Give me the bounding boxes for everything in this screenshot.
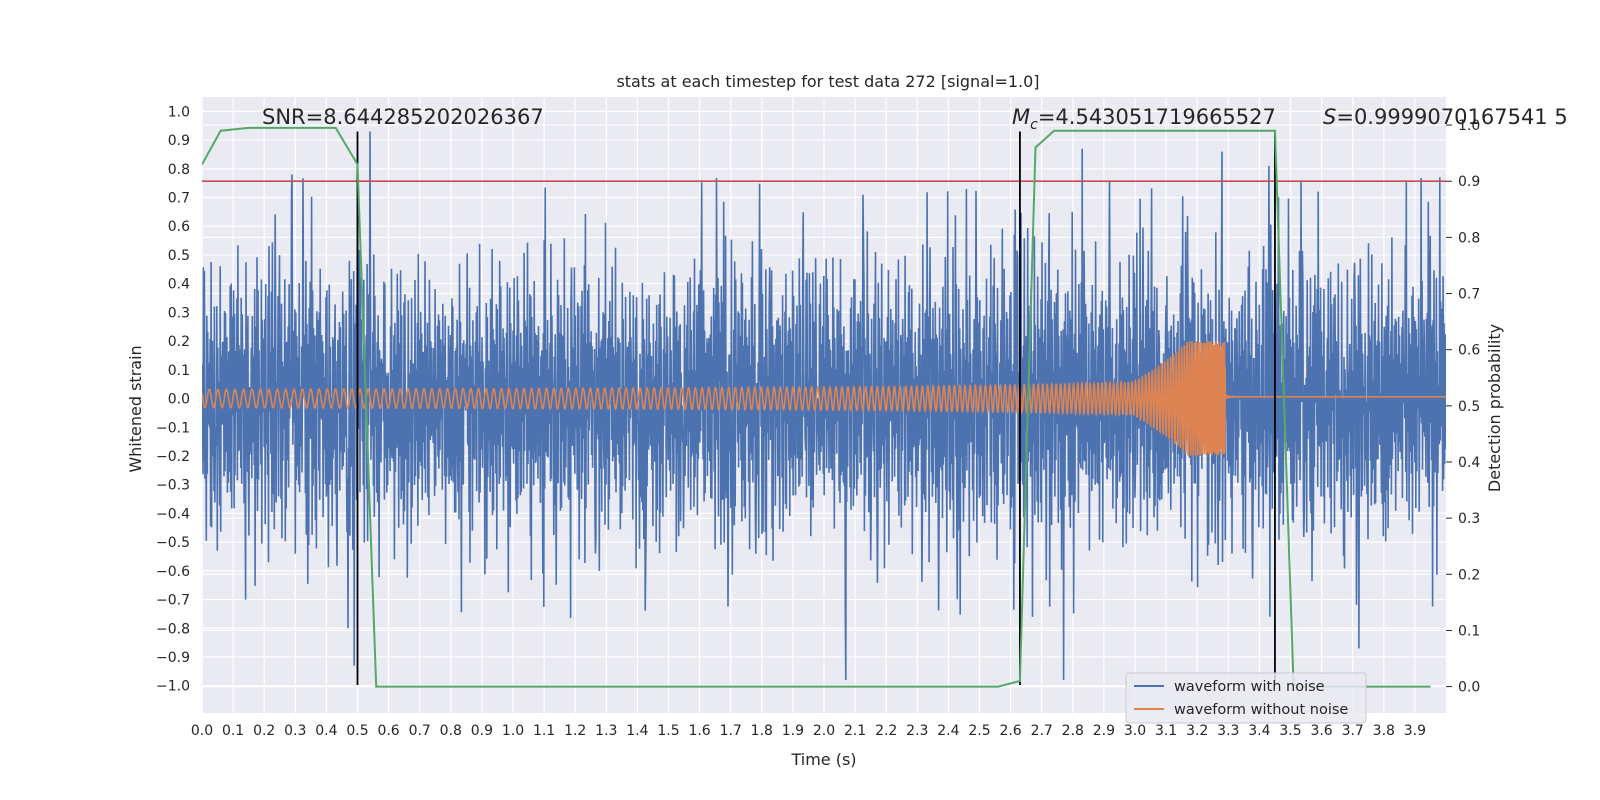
- y2-tick-label: 0.9: [1458, 174, 1480, 190]
- x-tick-label: 1.5: [657, 723, 679, 739]
- x-tick-label: 0.5: [346, 723, 368, 739]
- x-axis-ticks: 0.0 0.1 0.2 0.3 0.4 0.5 0.6 0.7 0.8 0.9 1.0 1.1 1.2 1…: [191, 723, 1426, 739]
- y-tick-label: 1.0: [168, 104, 190, 120]
- series-detection-probability: [202, 126, 1431, 688]
- x-tick-label: 1.7: [720, 723, 742, 739]
- y-tick-label: −0.2: [156, 449, 190, 465]
- x-tick-label: 2.8: [1062, 723, 1084, 739]
- series-waveform-without-noise: [202, 341, 1446, 456]
- x-tick-label: 1.9: [782, 723, 804, 739]
- y2-tick-label: 0.3: [1458, 511, 1480, 527]
- x-tick-label: 3.4: [1248, 723, 1270, 739]
- x-tick-label: 1.4: [626, 723, 648, 739]
- y-tick-label: −0.9: [156, 650, 190, 666]
- y2-tick-label: 0.0: [1458, 680, 1480, 696]
- x-tick-label: 1.3: [595, 723, 617, 739]
- y2-tick-label: 0.7: [1458, 287, 1480, 303]
- x-tick-label: 1.0: [502, 723, 524, 739]
- y2-axis-label: Detection probability: [1485, 324, 1504, 492]
- x-tick-label: 2.6: [999, 723, 1021, 739]
- x-tick-label: 3.0: [1124, 723, 1146, 739]
- chirp-mass-symbol: M: [1012, 105, 1030, 129]
- x-tick-label: 0.4: [315, 723, 337, 739]
- x-tick-label: 0.8: [440, 723, 462, 739]
- y-tick-label: −1.0: [156, 679, 190, 695]
- x-tick-label: 1.8: [751, 723, 773, 739]
- y-tick-label: 0.8: [168, 162, 190, 178]
- y-tick-label: −0.5: [156, 535, 190, 551]
- y2-tick-label: 1.0: [1458, 118, 1480, 134]
- x-tick-label: 3.1: [1155, 723, 1177, 739]
- legend-box: [1125, 672, 1367, 724]
- legend-label-waveform-with-noise: waveform with noise: [1174, 679, 1325, 695]
- vertical-markers: [356, 131, 1276, 685]
- chirp-mass-subscript: c: [1030, 117, 1038, 133]
- x-tick-label: 2.9: [1093, 723, 1115, 739]
- chirp-mass-annotation: Mc=4.543051719665527: [1012, 105, 1276, 133]
- x-tick-label: 1.6: [688, 723, 710, 739]
- y-tick-label: 0.1: [168, 363, 190, 379]
- x-tick-label: 0.0: [191, 723, 213, 739]
- y-tick-label: −0.7: [156, 593, 190, 609]
- x-tick-label: 3.8: [1373, 723, 1395, 739]
- x-tick-label: 0.2: [253, 723, 275, 739]
- x-tick-label: 1.1: [533, 723, 555, 739]
- y-tick-label: −0.8: [156, 621, 190, 637]
- y-tick-label: 0.3: [168, 305, 190, 321]
- s-symbol: S: [1323, 105, 1336, 129]
- x-tick-label: 0.3: [284, 723, 306, 739]
- y2-tick-label: 0.5: [1458, 399, 1480, 415]
- x-tick-label: 2.0: [813, 723, 835, 739]
- y-tick-label: 0.9: [168, 133, 190, 149]
- x-tick-label: 3.2: [1186, 723, 1208, 739]
- x-tick-label: 2.5: [968, 723, 990, 739]
- x-tick-label: 3.3: [1217, 723, 1239, 739]
- x-tick-label: 2.3: [906, 723, 928, 739]
- y2-tick-label: 0.1: [1458, 623, 1480, 639]
- y-tick-label: 0.2: [168, 334, 190, 350]
- legend: waveform with noise waveform without noi…: [1125, 672, 1367, 724]
- y-tick-label: −0.1: [156, 420, 190, 436]
- chirp-mass-value: =4.543051719665527: [1038, 105, 1276, 129]
- series-layer: [202, 126, 1446, 688]
- y2-tick-label: 0.2: [1458, 567, 1480, 583]
- y2-tick-label: 0.8: [1458, 230, 1480, 246]
- x-tick-label: 0.9: [471, 723, 493, 739]
- s-annotation: S=0.9999070167541 5: [1323, 105, 1568, 129]
- x-tick-label: 3.5: [1279, 723, 1301, 739]
- y-tick-label: −0.6: [156, 564, 190, 580]
- y-axis-label: Whitened strain: [126, 345, 145, 472]
- chart-title: stats at each timestep for test data 272…: [616, 72, 1039, 91]
- x-tick-label: 1.2: [564, 723, 586, 739]
- x-tick-label: 0.6: [377, 723, 399, 739]
- y-tick-label: −0.4: [156, 506, 190, 522]
- x-tick-label: 2.4: [937, 723, 959, 739]
- x-tick-label: 3.7: [1342, 723, 1364, 739]
- snr-annotation: SNR=8.644285202026367: [262, 105, 544, 129]
- y2-axis-ticks: 1.0 0.9 0.8 0.7 0.6 0.5 0.4 0.3 0.2 0.1 0.0: [1446, 118, 1480, 696]
- y-tick-label: 0.7: [168, 191, 190, 207]
- y2-tick-label: 0.6: [1458, 343, 1480, 359]
- y-tick-label: 0.6: [168, 219, 190, 235]
- y2-tick-label: 0.4: [1458, 455, 1480, 471]
- y-tick-label: 0.0: [168, 392, 190, 408]
- series-waveform-with-noise: [202, 131, 1446, 681]
- x-tick-label: 3.9: [1404, 723, 1426, 739]
- x-tick-label: 0.7: [409, 723, 431, 739]
- x-tick-label: 2.2: [875, 723, 897, 739]
- legend-label-waveform-without-noise: waveform without noise: [1174, 702, 1348, 718]
- x-axis-label: Time (s): [790, 750, 856, 769]
- x-tick-label: 3.6: [1310, 723, 1332, 739]
- x-tick-label: 0.1: [222, 723, 244, 739]
- x-tick-label: 2.7: [1031, 723, 1053, 739]
- s-value: =0.9999070167541 5: [1336, 105, 1567, 129]
- y-tick-label: 0.4: [168, 277, 190, 293]
- y-tick-label: 0.5: [168, 248, 190, 264]
- y-axis-ticks: 1.0 0.9 0.8 0.7 0.6 0.5 0.4 0.3 0.2 0.1 0.0 −0.1 −0.…: [156, 104, 190, 694]
- y-tick-label: −0.3: [156, 478, 190, 494]
- x-tick-label: 2.1: [844, 723, 866, 739]
